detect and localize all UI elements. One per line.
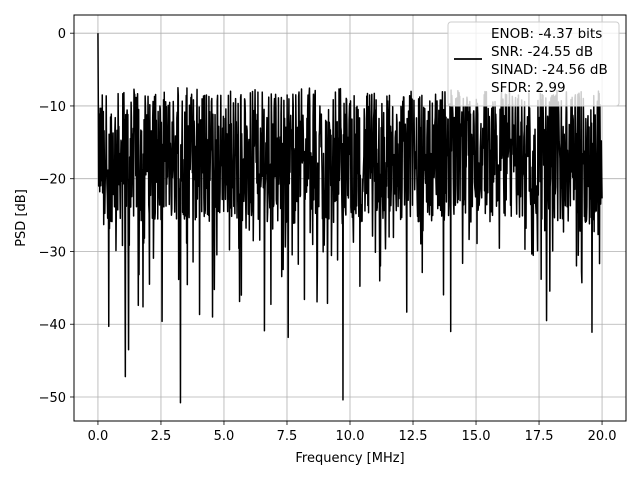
legend-entry-snr: SNR: -24.55 dB [491,44,593,60]
legend: ENOB: -4.37 bits SNR: -24.55 dB SINAD: -… [447,21,620,107]
x-tick-label: 0.0 [88,429,109,444]
legend-entry-sfdr: SFDR: 2.99 [491,80,566,96]
legend-entry-sinad: SINAD: -24.56 dB [491,62,608,78]
legend-box [447,21,620,107]
x-tick-label: 15.0 [462,429,491,444]
y-tick-label: −10 [39,100,66,115]
y-tick-label: −20 [39,173,66,188]
y-tick-label: −30 [39,245,66,260]
y-axis-label: PSD [dB] [14,189,29,247]
x-tick-label: 12.5 [399,429,428,444]
x-tick-label: 20.0 [588,429,617,444]
plot-area [97,33,603,404]
y-tick-label: 0 [58,27,66,42]
y-tick-label: −40 [39,318,66,333]
x-tick-label: 7.5 [277,429,298,444]
y-tick-label: −50 [39,391,66,406]
legend-entry-enob: ENOB: -4.37 bits [491,26,602,42]
psd-series-line [97,33,603,404]
y-axis-ticks: 0 −10 −20 −30 −40 −50 [39,27,74,406]
x-axis-ticks: 0.0 2.5 5.0 7.5 10.0 12.5 15.0 17.5 20.0 [88,421,617,444]
x-tick-label: 17.5 [525,429,554,444]
x-tick-label: 2.5 [151,429,172,444]
x-tick-label: 5.0 [214,429,235,444]
x-tick-label: 10.0 [336,429,365,444]
x-axis-label: Frequency [MHz] [295,451,404,466]
